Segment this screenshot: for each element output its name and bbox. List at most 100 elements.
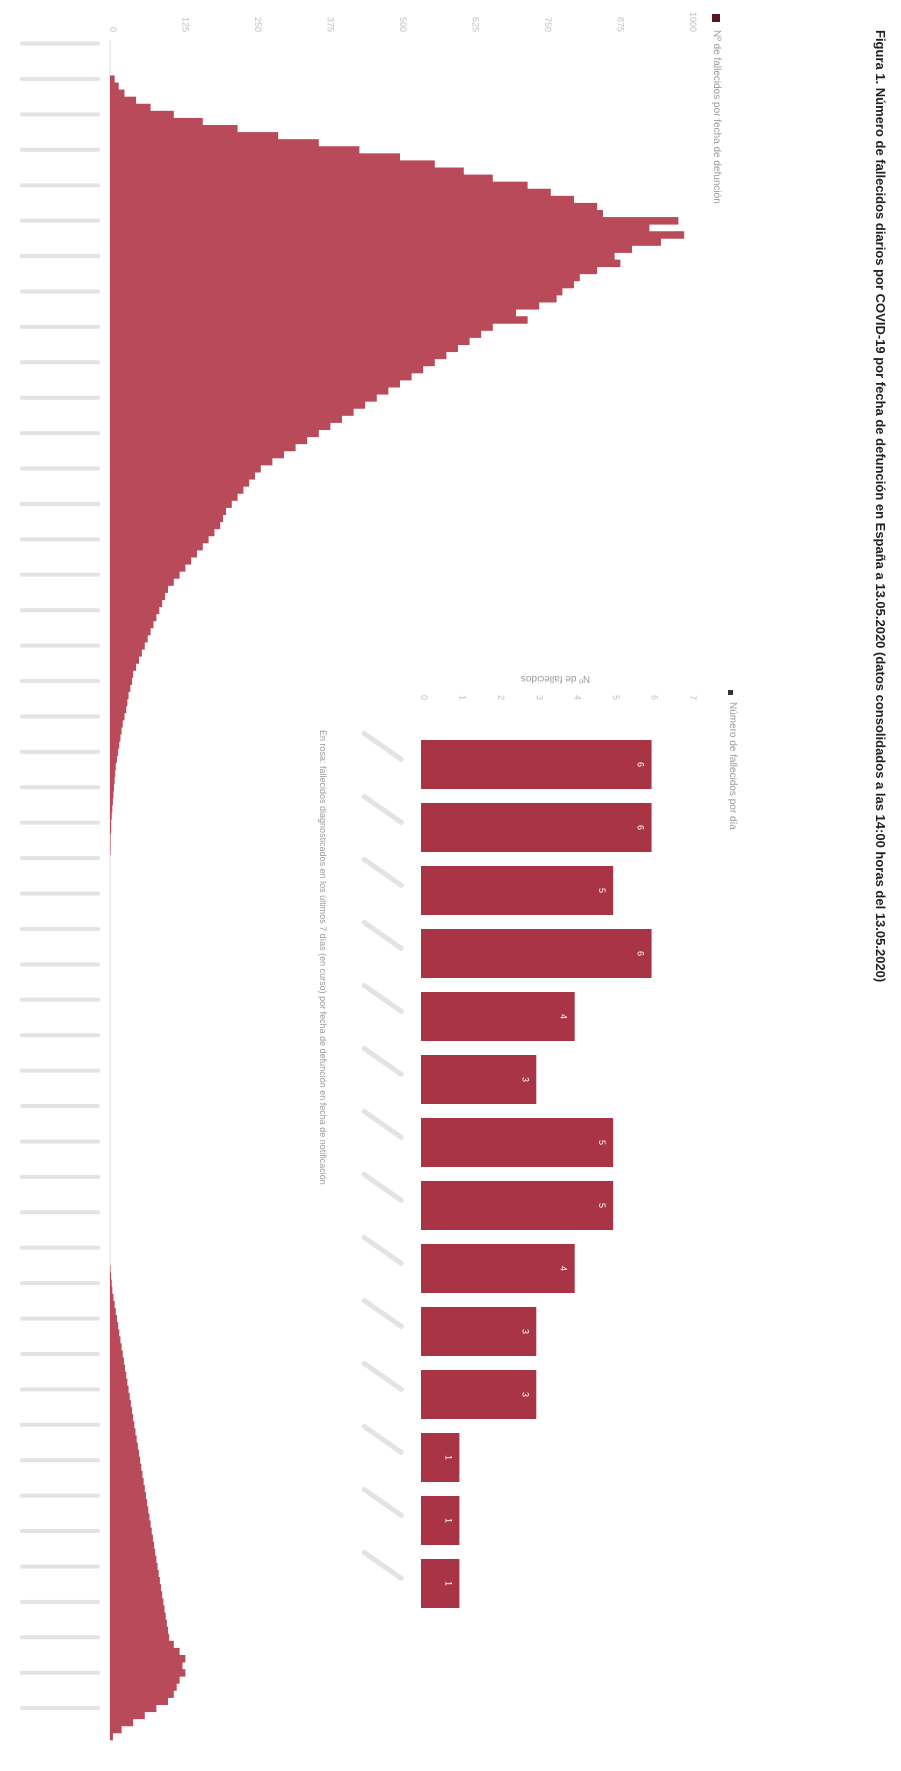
main-date-tick xyxy=(20,360,100,365)
inset-bar xyxy=(421,1307,537,1356)
main-date-tick xyxy=(20,820,100,825)
main-bar xyxy=(110,1407,133,1415)
main-value-tick-label: 750 xyxy=(543,17,553,32)
main-bar xyxy=(110,422,331,430)
main-bar xyxy=(110,394,377,402)
main-bar xyxy=(110,833,111,841)
main-bar xyxy=(110,252,615,260)
main-bar xyxy=(110,592,166,600)
main-bar xyxy=(110,550,197,558)
main-date-tick xyxy=(20,572,100,577)
inset-category-tick xyxy=(361,1234,404,1267)
main-bar xyxy=(110,273,580,282)
main-bar xyxy=(110,330,482,338)
main-bar xyxy=(110,571,180,579)
main-bar xyxy=(110,1562,158,1571)
main-bar xyxy=(110,1683,177,1691)
main-bar xyxy=(110,1463,142,1472)
inset-value-tick-label: 4 xyxy=(573,695,583,700)
main-bar xyxy=(110,1272,112,1280)
main-bar xyxy=(110,1704,157,1713)
main-date-tick xyxy=(20,714,100,719)
inset-bar xyxy=(421,1244,575,1293)
main-bar xyxy=(110,521,221,530)
main-bar xyxy=(110,89,125,98)
main-bar xyxy=(110,1279,112,1288)
main-bar xyxy=(110,1336,121,1344)
main-bar xyxy=(110,429,319,438)
main-bar xyxy=(110,415,342,423)
inset-category-tick xyxy=(361,730,404,763)
inset-category-tick xyxy=(361,1171,404,1204)
main-bar xyxy=(110,1697,168,1705)
main-bar xyxy=(110,380,400,388)
main-bar xyxy=(110,1293,114,1302)
inset-data-label: 4 xyxy=(559,1014,569,1019)
main-bar xyxy=(110,790,114,799)
inset-category-tick xyxy=(361,919,404,952)
main-bar xyxy=(110,202,598,211)
main-date-tick xyxy=(20,218,100,223)
main-bar xyxy=(110,358,435,367)
main-date-tick xyxy=(20,431,100,436)
main-bar xyxy=(110,224,650,232)
main-bar xyxy=(110,635,148,643)
main-bar xyxy=(110,1655,186,1663)
main-date-tick xyxy=(20,1564,100,1569)
main-date-tick xyxy=(20,1706,100,1711)
main-bar xyxy=(110,826,112,834)
main-bar xyxy=(110,727,122,735)
inset-data-label: 1 xyxy=(443,1518,453,1523)
main-bar xyxy=(110,1421,135,1429)
main-bar xyxy=(110,139,319,147)
main-bar xyxy=(110,167,464,175)
main-bar xyxy=(110,125,238,133)
main-bar xyxy=(110,1364,126,1373)
inset-bar xyxy=(421,740,652,789)
main-bar xyxy=(110,1584,162,1592)
main-date-tick xyxy=(20,997,100,1002)
main-bar xyxy=(110,812,112,820)
main-value-tick-label: 875 xyxy=(616,17,626,32)
main-bar xyxy=(110,1570,159,1578)
main-bar xyxy=(110,535,209,544)
main-bar xyxy=(110,188,551,197)
main-bar xyxy=(110,472,255,480)
main-date-tick xyxy=(20,1281,100,1286)
main-bar xyxy=(110,734,121,742)
main-bar xyxy=(110,436,308,445)
inset-data-label: 3 xyxy=(520,1077,530,1082)
main-bar xyxy=(110,797,113,806)
main-bar xyxy=(110,195,574,204)
main-bar xyxy=(110,649,142,657)
main-bar xyxy=(110,1456,141,1465)
main-date-tick xyxy=(20,1458,100,1463)
main-bar xyxy=(110,762,116,770)
main-bar xyxy=(110,599,163,608)
main-value-tick-label: 625 xyxy=(471,17,481,32)
main-bar xyxy=(110,712,125,721)
main-value-tick-label: 125 xyxy=(181,17,191,32)
main-bar xyxy=(110,1527,152,1535)
inset-category-tick xyxy=(361,1549,404,1582)
main-bar xyxy=(110,1513,150,1521)
main-bar xyxy=(110,75,115,83)
main-date-tick xyxy=(20,1635,100,1640)
main-bar xyxy=(110,1307,116,1316)
main-bar xyxy=(110,720,123,728)
main-bar xyxy=(110,627,151,636)
inset-value-tick-label: 2 xyxy=(496,695,506,700)
main-date-tick xyxy=(20,856,100,861)
main-date-tick xyxy=(20,76,100,81)
main-bar xyxy=(110,1378,128,1387)
main-date-tick xyxy=(20,289,100,294)
main-bar xyxy=(110,387,389,395)
main-bar xyxy=(110,578,174,586)
main-date-tick xyxy=(20,395,100,400)
inset-category-tick xyxy=(361,856,404,889)
main-bar xyxy=(110,507,226,515)
main-bar xyxy=(110,656,139,664)
inset-legend-swatch xyxy=(728,690,733,695)
main-bar xyxy=(110,337,470,345)
